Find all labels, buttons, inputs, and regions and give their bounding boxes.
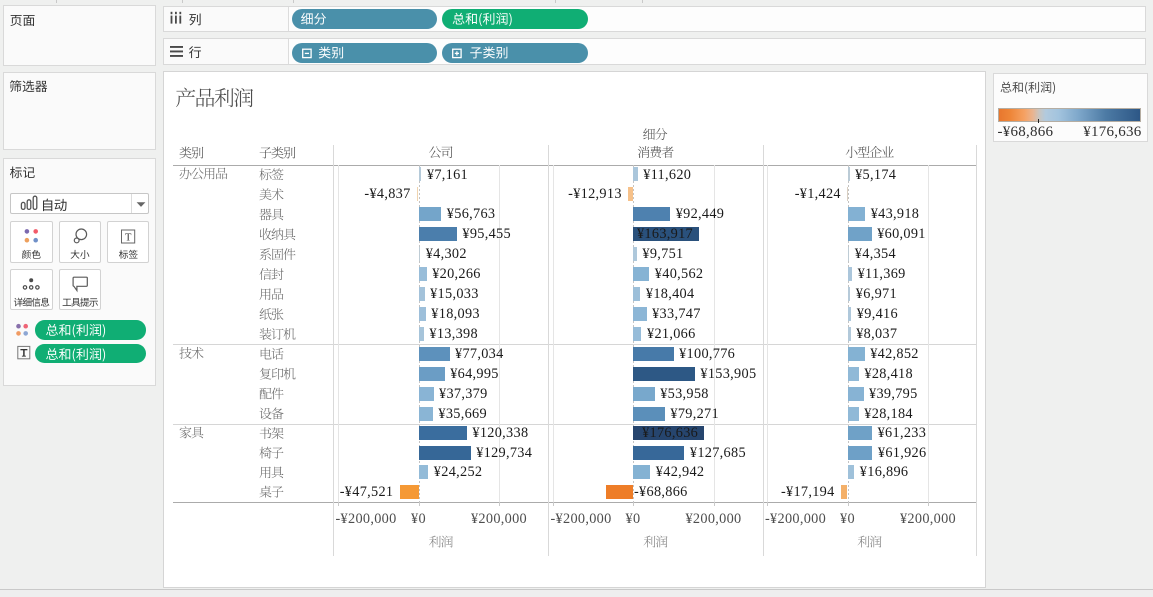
svg-text:T: T	[125, 233, 132, 244]
